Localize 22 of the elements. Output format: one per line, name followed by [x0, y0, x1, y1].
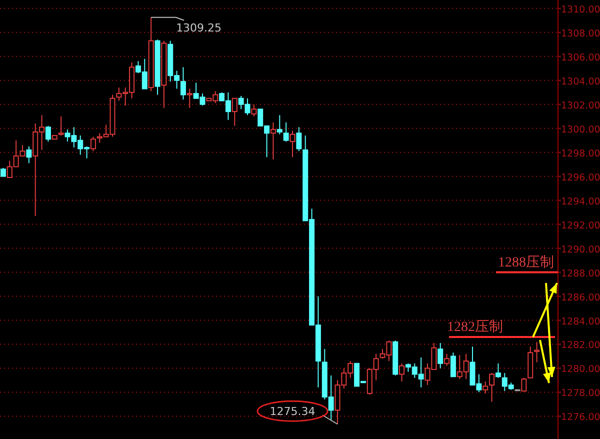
y-tick-label: 1288.00 [561, 268, 600, 280]
ref-line-label: 1282压制 [447, 319, 503, 336]
ref-line-label: 1288压制 [498, 254, 554, 270]
y-tick-label: 1284.00 [561, 316, 600, 328]
y-tick-label: 1276.00 [561, 412, 600, 424]
y-tick-label: 1286.00 [561, 292, 600, 304]
y-tick-label: 1278.00 [561, 388, 600, 400]
y-tick-label: 1296.00 [561, 172, 600, 184]
annotation: 1275.34 [270, 405, 316, 418]
annotation: 1309.25 [176, 21, 222, 34]
y-tick-label: 1310.00 [561, 4, 600, 16]
y-tick-label: 1308.00 [561, 28, 600, 40]
y-tick-label: 1300.00 [561, 124, 600, 136]
y-tick-label: 1304.00 [561, 76, 600, 88]
y-tick-label: 1282.00 [561, 340, 600, 352]
y-tick-label: 1290.00 [561, 244, 600, 256]
y-tick-label: 1298.00 [561, 148, 600, 160]
y-tick-label: 1306.00 [561, 52, 600, 64]
y-tick-label: 1280.00 [561, 364, 600, 376]
y-tick-label: 1292.00 [561, 220, 600, 232]
y-tick-label: 1294.00 [561, 196, 600, 208]
y-tick-label: 1302.00 [561, 100, 600, 112]
